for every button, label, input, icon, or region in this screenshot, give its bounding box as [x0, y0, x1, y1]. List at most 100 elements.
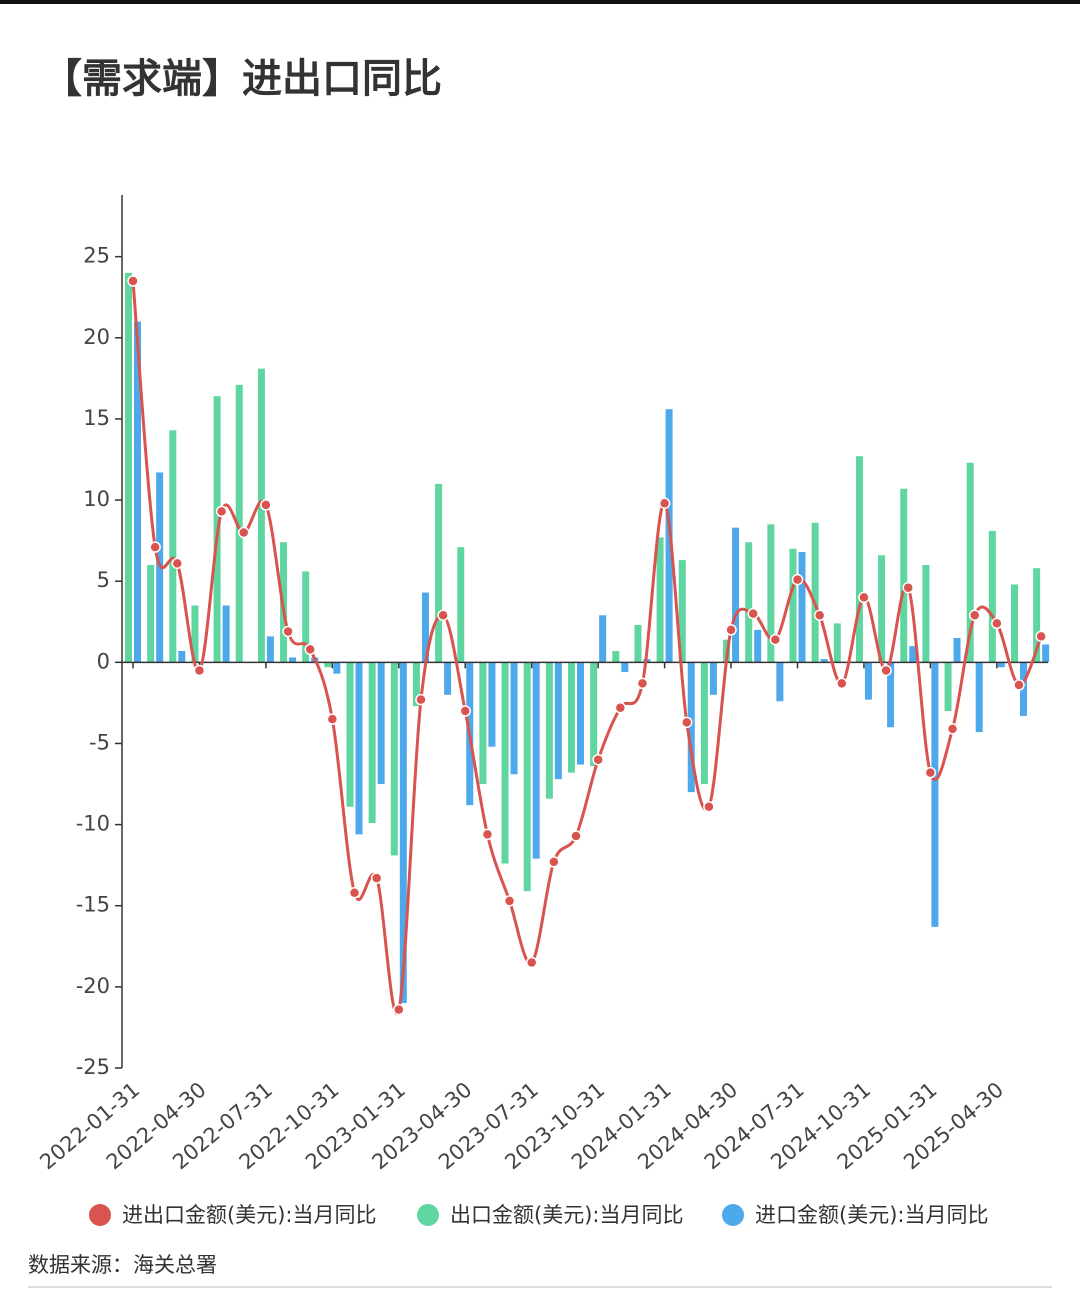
line-point: [836, 677, 848, 690]
bar: [709, 662, 717, 695]
line-point: [348, 887, 361, 899]
bar: [833, 623, 841, 663]
bar: [864, 662, 872, 700]
y-tick-label: -20: [76, 974, 110, 998]
bar: [900, 488, 908, 663]
bar: [745, 542, 753, 663]
legend-label: 进出口金额(美元):当月同比: [122, 1203, 376, 1227]
bar: [1011, 584, 1018, 663]
bar: [412, 662, 420, 707]
line-point: [415, 693, 427, 706]
line-point: [525, 956, 538, 969]
y-tick-label: 20: [83, 325, 110, 349]
line-point: [813, 609, 826, 622]
line-point: [149, 541, 161, 553]
bar: [798, 551, 806, 663]
line-point: [946, 723, 959, 735]
line-point: [326, 713, 339, 725]
line-point: [725, 624, 737, 636]
bar: [488, 662, 496, 747]
bar: [599, 615, 607, 663]
bar: [545, 662, 553, 799]
bar: [678, 560, 686, 663]
bar: [479, 662, 487, 785]
bar: [191, 605, 199, 663]
line-point: [127, 275, 139, 287]
legend-marker: [722, 1204, 744, 1226]
y-tick-label: 25: [83, 244, 110, 268]
bar: [909, 646, 917, 663]
line-point: [902, 581, 914, 594]
bar: [944, 662, 952, 712]
line-point: [437, 609, 449, 622]
bar: [931, 662, 939, 927]
bar: [776, 662, 784, 702]
bar: [421, 592, 429, 663]
line-point: [703, 800, 715, 813]
line-point: [304, 643, 316, 656]
legend-marker: [89, 1204, 111, 1226]
bar: [1020, 662, 1027, 716]
line-point: [858, 591, 870, 604]
bar: [953, 637, 961, 663]
y-tick-label: -5: [89, 730, 110, 754]
y-tick-label: 10: [83, 487, 110, 511]
bar: [554, 662, 562, 780]
y-tick-label: 15: [83, 406, 110, 430]
source-note: 数据来源：海关总署: [28, 1253, 217, 1277]
line-point: [614, 702, 627, 714]
bar: [266, 636, 274, 663]
line-point: [260, 499, 272, 511]
line-point: [193, 664, 206, 677]
bar: [435, 483, 443, 663]
line-point: [968, 609, 981, 622]
bar: [501, 662, 509, 864]
bar: [169, 430, 177, 663]
bar: [302, 571, 310, 663]
bar: [377, 662, 385, 785]
bar: [577, 662, 584, 765]
bar: [390, 662, 398, 856]
bar: [333, 662, 341, 674]
legend-label: 进口金额(美元):当月同比: [755, 1203, 988, 1227]
bar: [532, 662, 540, 859]
y-tick-label: -25: [76, 1055, 110, 1079]
legend-marker: [417, 1204, 439, 1226]
bar: [878, 555, 886, 663]
line-point: [238, 526, 250, 539]
bar: [399, 662, 407, 1004]
y-tick-label: 0: [97, 649, 110, 673]
bar: [612, 650, 620, 663]
line-point: [548, 856, 560, 868]
bar: [178, 650, 186, 663]
bar: [457, 547, 465, 663]
line-point: [769, 633, 782, 646]
bar: [222, 605, 230, 663]
bar: [700, 662, 708, 785]
bar: [732, 527, 740, 663]
bar: [820, 659, 828, 663]
line-point: [481, 828, 494, 841]
bar: [754, 629, 762, 663]
line-point: [747, 607, 759, 620]
bar: [789, 548, 797, 663]
bar: [997, 662, 1005, 668]
bar: [568, 662, 575, 773]
bar: [289, 657, 297, 663]
line-point: [370, 872, 383, 884]
top-border: [0, 0, 1080, 4]
bar: [634, 625, 642, 663]
bar: [125, 272, 132, 663]
line-point: [215, 505, 228, 518]
bar: [621, 662, 629, 673]
line-point: [171, 557, 184, 570]
line-point: [592, 753, 604, 766]
bar: [346, 662, 354, 807]
bar: [966, 462, 974, 663]
bar: [1033, 568, 1041, 663]
legend-label: 出口金额(美元):当月同比: [450, 1203, 683, 1227]
bar: [444, 662, 452, 695]
bar: [922, 564, 930, 663]
line-point: [503, 895, 516, 907]
